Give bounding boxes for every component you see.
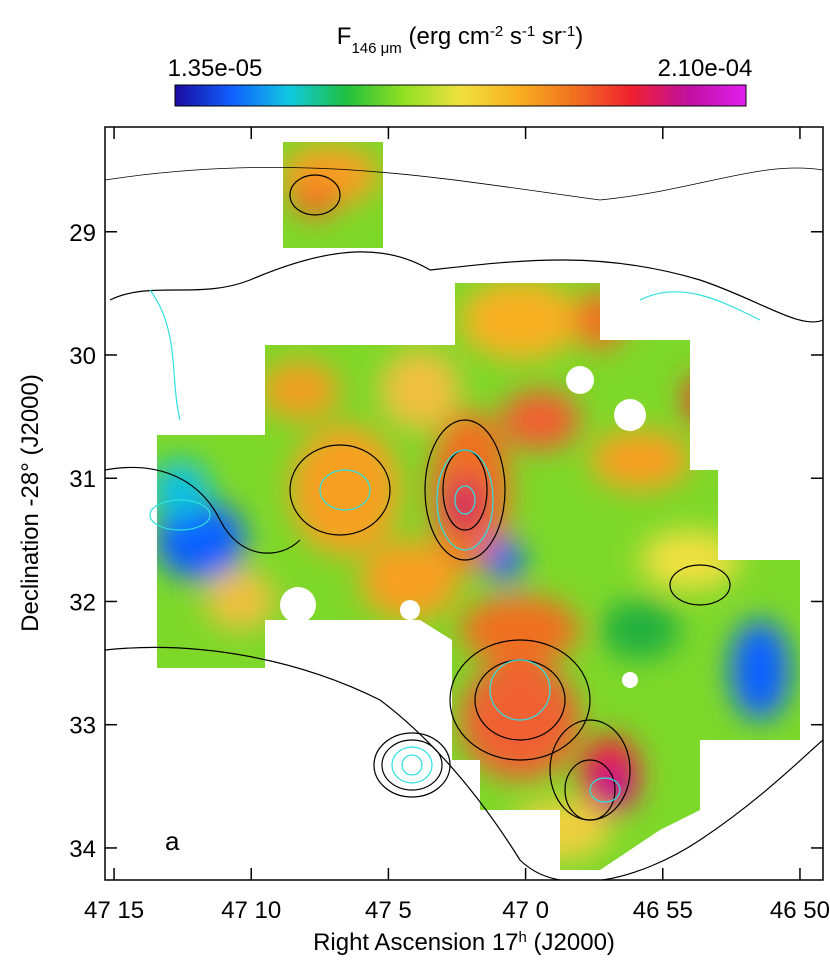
text-part: (J2000)	[527, 929, 615, 956]
x-tick-label: 47 10	[221, 897, 281, 924]
colorbar-max-label: 2.10e-04	[658, 55, 753, 82]
y-tick-label: 33	[69, 713, 96, 740]
y-tick-label: 31	[69, 466, 96, 493]
text-part: (erg cm	[402, 23, 490, 50]
y-tick-label: 30	[69, 343, 96, 370]
y-axis-label: Declination -28° (J2000)	[17, 374, 44, 632]
x-tick-label: 47 5	[365, 897, 412, 924]
text-part: -2	[490, 23, 503, 40]
text-part: 146 μm	[351, 40, 401, 57]
y-tick-label: 29	[69, 220, 96, 247]
text-part: -1	[562, 23, 575, 40]
plot-frame	[104, 126, 824, 881]
panel-annotation: a	[165, 826, 180, 856]
text-part: )	[575, 23, 583, 50]
text-part: h	[519, 929, 527, 946]
x-axis-label: Right Ascension 17h (J2000)	[313, 929, 615, 957]
text-part: F	[337, 23, 352, 50]
y-tick-label: 34	[69, 836, 96, 863]
x-tick-label: 47 15	[84, 897, 144, 924]
x-tick-label: 46 50	[770, 897, 830, 924]
text-part: -1	[522, 23, 535, 40]
colorbar-min-label: 1.35e-05	[168, 55, 263, 82]
text-part: Right Ascension 17	[313, 929, 518, 956]
y-tick-label: 32	[69, 589, 96, 616]
x-tick-label: 46 55	[633, 897, 693, 924]
x-tick-label: 47 0	[502, 897, 549, 924]
map-image	[105, 142, 823, 880]
text-part: s	[503, 23, 522, 50]
colorbar	[174, 84, 747, 107]
text-part: sr	[535, 23, 562, 50]
colorbar-title: F146 μm (erg cm-2 s-1 sr-1)	[337, 23, 583, 57]
